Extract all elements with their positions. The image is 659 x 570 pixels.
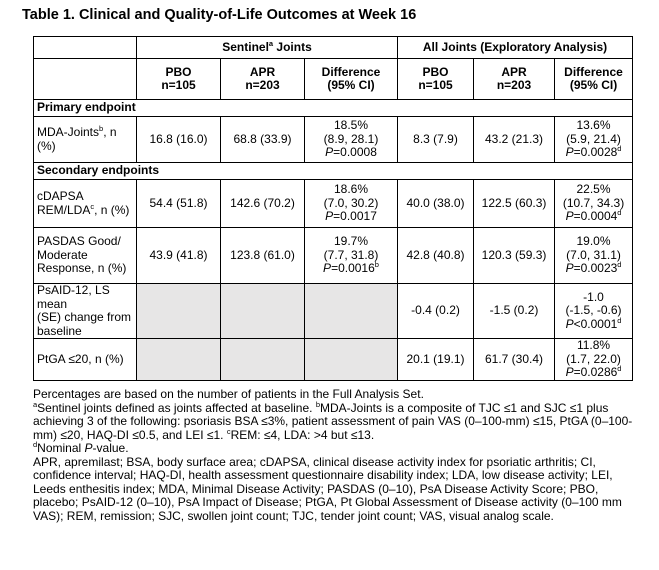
table-row: PsAID-12, LS mean (SE) change from baselin…	[33, 283, 634, 339]
row-label: cDAPSA REM/LDAc, n (%)	[33, 179, 137, 228]
table-row: PtGA ≤20, n (%) 20.1 (19.1) 61.7 (30.4) 11.…	[33, 338, 634, 381]
footnotes: Percentages are based on the number of p…	[33, 387, 633, 523]
header-all-difference: Difference (95% CI)	[554, 58, 634, 100]
header-sentinel-apr: APR n=203	[220, 58, 305, 100]
sentinel-difference-value: 18.6% (7.0, 30.2) P=0.0017	[303, 179, 399, 228]
table-title: Table 1. Clinical and Quality-of-Life Ou…	[22, 7, 417, 23]
outcomes-table: Sentinela Joints All Joints (Exploratory…	[32, 36, 634, 381]
all-pbo-value: -0.4 (0.2)	[397, 283, 475, 339]
all-difference-value: 19.0% (7.0, 31.1) P=0.0023d	[554, 227, 634, 284]
sentinel-apr-value: 123.8 (61.0)	[220, 227, 305, 284]
header-all-joints: All Joints (Exploratory Analysis)	[397, 36, 634, 59]
sentinel-apr-empty	[220, 338, 305, 381]
all-pbo-value: 40.0 (38.0)	[397, 179, 475, 228]
all-pbo-value: 20.1 (19.1)	[397, 338, 475, 381]
row-label: PtGA ≤20, n (%)	[33, 338, 137, 381]
header-sentinel-difference: Difference (95% CI)	[303, 58, 399, 100]
all-apr-value: -1.5 (0.2)	[473, 283, 556, 339]
footnote-definitions: aSentinel joints defined as joints affec…	[33, 399, 633, 455]
header-sentinel-joints: Sentinela Joints	[135, 36, 399, 59]
row-label: MDA-Jointsb, n (%)	[33, 116, 137, 163]
row-label: PsAID-12, LS mean (SE) change from baselin…	[33, 283, 137, 339]
sentinel-difference-value: 19.7% (7.7, 31.8) P=0.0016b	[303, 227, 399, 284]
all-pbo-value: 8.3 (7.9)	[397, 116, 475, 163]
sentinel-pbo-empty	[136, 338, 221, 381]
section-secondary-endpoints: Secondary endpoints	[32, 162, 634, 180]
sentinel-apr-value: 142.6 (70.2)	[220, 179, 305, 228]
header-empty	[33, 36, 137, 59]
all-apr-value: 120.3 (59.3)	[473, 227, 556, 284]
all-difference-value: 22.5% (10.7, 34.3) P=0.0004d	[554, 179, 634, 228]
header-sentinel-pbo: PBO n=105	[136, 58, 221, 100]
header-empty	[33, 58, 137, 100]
all-difference-value: 11.8% (1.7, 22.0) P=0.0286d	[554, 338, 634, 381]
sentinel-difference-value: 18.5% (8.9, 28.1) P=0.0008	[303, 116, 399, 163]
sentinel-difference-empty	[303, 338, 399, 381]
sentinel-pbo-value: 16.8 (16.0)	[136, 116, 221, 163]
all-apr-value: 43.2 (21.3)	[473, 116, 556, 163]
sentinel-difference-empty	[303, 283, 399, 339]
table-row: cDAPSA REM/LDAc, n (%) 54.4 (51.8) 142.6 (7…	[33, 179, 634, 228]
all-difference-value: 13.6% (5.9, 21.4) P=0.0028d	[554, 116, 634, 163]
sentinel-pbo-value: 43.9 (41.8)	[136, 227, 221, 284]
sentinel-pbo-value: 54.4 (51.8)	[136, 179, 221, 228]
sentinel-apr-empty	[220, 283, 305, 339]
all-difference-value: -1.0 (-1.5, -0.6) P<0.0001d	[554, 283, 634, 339]
sentinel-apr-value: 68.8 (33.9)	[220, 116, 305, 163]
all-apr-value: 122.5 (60.3)	[473, 179, 556, 228]
header-all-apr: APR n=203	[473, 58, 556, 100]
footnote-abbreviations: APR, apremilast; BSA, body surface area;…	[33, 454, 622, 523]
all-pbo-value: 42.8 (40.8)	[397, 227, 475, 284]
sentinel-pbo-empty	[136, 283, 221, 339]
table-row: PASDAS Good/Moderate Response, n (%) 43.9 …	[33, 227, 634, 284]
all-apr-value: 61.7 (30.4)	[473, 338, 556, 381]
header-all-pbo: PBO n=105	[397, 58, 475, 100]
section-primary-endpoint: Primary endpoint	[32, 99, 634, 117]
row-label: PASDAS Good/Moderate Response, n (%)	[33, 227, 137, 284]
footnote-percentages: Percentages are based on the number of p…	[33, 387, 424, 401]
table-row: MDA-Jointsb, n (%) 16.8 (16.0) 68.8 (33.9)…	[33, 116, 634, 163]
